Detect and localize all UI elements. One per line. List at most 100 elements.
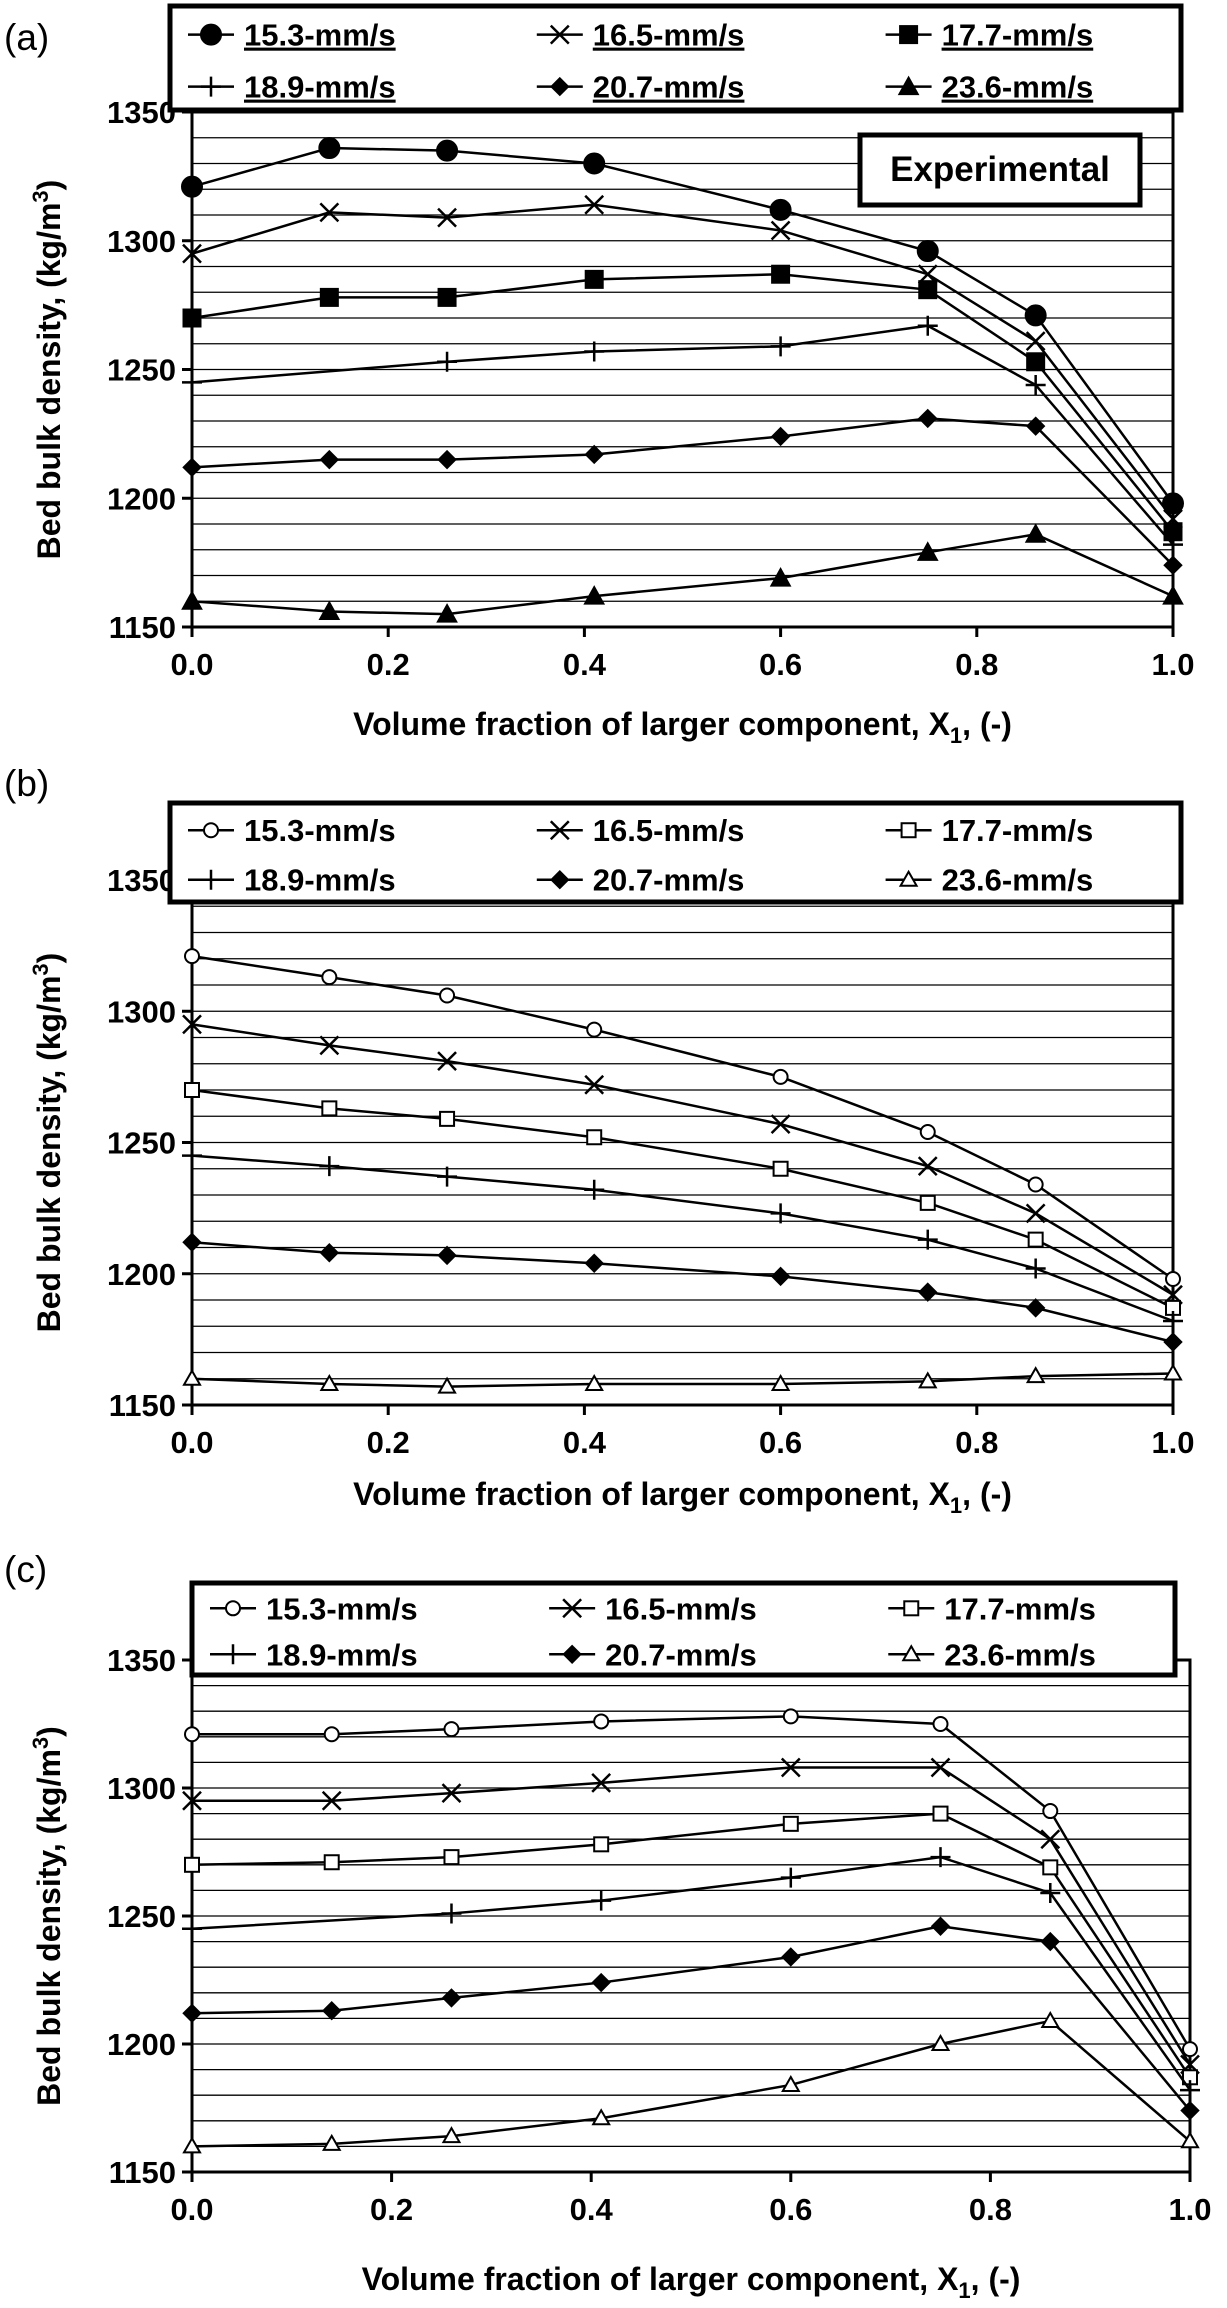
data-point: [182, 1918, 202, 1939]
data-point: [932, 1805, 949, 1822]
data-point: [1162, 585, 1184, 605]
x-axis-label: Volume fraction of larger component, X1,…: [353, 706, 1012, 748]
data-point: [1163, 534, 1183, 555]
data-point: [1027, 1176, 1044, 1193]
data-point: [916, 541, 939, 561]
series-23.6-mm/s: [181, 523, 1184, 623]
x-axis-label-text: Volume fraction of larger component, X: [362, 2261, 959, 2297]
data-point: [182, 457, 202, 478]
data-point: [1040, 1931, 1060, 1952]
legend-entry: 17.7-mm/s: [942, 18, 1094, 53]
legend-box: [167, 800, 1184, 905]
x-axis-label-text: Volume fraction of larger component, X: [353, 706, 950, 742]
data-point: [930, 1757, 951, 1778]
data-point: [436, 139, 459, 162]
data-point: [318, 137, 341, 160]
legend-entry: 23.6-mm/s: [942, 863, 1094, 898]
data-point: [1163, 555, 1183, 575]
panel-label: (b): [4, 763, 49, 804]
x-axis-label: Volume fraction of larger component, X1,…: [353, 1476, 1012, 1518]
data-point: [917, 315, 938, 336]
data-point: [1163, 1311, 1183, 1331]
gridlines: [192, 905, 1173, 1380]
y-tick-label: 1200: [107, 1257, 176, 1292]
y-axis-label-suffix: ): [31, 953, 67, 964]
data-point: [321, 2133, 342, 2151]
x-axis-label-subscript: 1: [950, 1493, 962, 1518]
legend-entry: 23.6-mm/s: [942, 70, 1094, 105]
x-tick-label: 0.0: [170, 2192, 213, 2227]
data-point: [319, 1035, 340, 1056]
data-point: [182, 243, 202, 264]
legend-entry: 23.6-mm/s: [944, 1637, 1096, 1672]
data-point: [769, 198, 792, 221]
chart-panel-0: 1150 1200 1250 1300 1350 0.0 0.2 0.4 0.6 0.8 1.0 15…: [4, 3, 1195, 748]
annotation-box: [857, 132, 1143, 208]
series-20.7-mm/s: [182, 1916, 1200, 2121]
legend-marker: [562, 1598, 583, 1619]
data-point: [441, 1988, 462, 2008]
data-point: [584, 1074, 605, 1095]
data-point: [917, 1156, 938, 1177]
series-line: [191, 272, 1174, 533]
y-tick-label: 1350: [107, 95, 176, 130]
data-point: [586, 1021, 603, 1038]
data-point: [770, 220, 791, 241]
legend-marker: [549, 820, 570, 841]
series-18.9-mm/s: [182, 1145, 1183, 1331]
series-16.5-mm/s: [182, 1014, 1183, 1305]
legend: 15.3-mm/s 16.5-mm/s 17.7-mm/s 18.9-mm/s 20.7…: [167, 3, 1184, 113]
data-point: [770, 1114, 791, 1135]
legend-marker: [903, 1600, 920, 1617]
annotation-text: Experimental: [890, 150, 1110, 189]
x-axis-label-suffix: , (-): [962, 1476, 1012, 1512]
data-point: [770, 426, 791, 447]
data-point: [918, 408, 938, 429]
data-point: [182, 372, 202, 393]
data-point: [1040, 2010, 1061, 2028]
data-point: [1025, 1298, 1046, 1318]
x-tick-label: 0.6: [759, 1425, 802, 1460]
data-point: [932, 1716, 949, 1732]
data-point: [769, 567, 792, 587]
x-tick-label: 0.8: [955, 647, 998, 682]
y-axis-label-suffix: ): [31, 1726, 67, 1737]
data-point: [584, 194, 605, 215]
legend-entry: 16.5-mm/s: [593, 18, 745, 53]
data-point: [772, 1068, 789, 1085]
data-point: [184, 1856, 200, 1873]
data-point: [323, 1726, 340, 1743]
y-axis-label-suffix: ): [31, 180, 67, 191]
annotation: Experimental: [857, 132, 1143, 208]
data-point: [1042, 1803, 1059, 1820]
data-point: [1040, 1829, 1061, 1850]
legend: 15.3-mm/s 16.5-mm/s 17.7-mm/s 18.9-mm/s 20.7…: [167, 800, 1184, 905]
data-point: [323, 1854, 340, 1871]
series-20.7-mm/s: [182, 408, 1183, 575]
y-tick-label: 1200: [107, 481, 176, 516]
data-point: [439, 987, 456, 1004]
data-point: [772, 1160, 789, 1177]
series-line: [191, 1088, 1174, 1309]
legend-entry: 15.3-mm/s: [244, 18, 396, 53]
y-tick-label: 1200: [107, 2027, 176, 2062]
data-point: [583, 585, 606, 605]
series-18.9-mm/s: [182, 1847, 1200, 2101]
data-point: [319, 1243, 340, 1263]
data-point: [584, 269, 604, 289]
legend-marker: [201, 76, 221, 97]
data-point: [586, 1129, 603, 1146]
legend-entry: 17.7-mm/s: [944, 1591, 1096, 1626]
x-tick-label: 0.2: [367, 1425, 410, 1460]
series-20.7-mm/s: [182, 1232, 1183, 1352]
legend-marker: [899, 25, 919, 45]
data-point: [782, 1708, 799, 1725]
x-axis-label-subscript: 1: [950, 723, 962, 748]
y-tick-label: 1300: [107, 994, 176, 1029]
panel-label: (a): [4, 17, 49, 58]
data-point: [181, 590, 203, 610]
y-axis-label: Bed bulk density, (kg/m3): [28, 1726, 67, 2106]
legend: 15.3-mm/s 16.5-mm/s 17.7-mm/s 18.9-mm/s 20.7…: [189, 1580, 1178, 1678]
data-point: [437, 1376, 457, 1394]
y-axis-label: Bed bulk density, (kg/m3): [28, 953, 67, 1333]
